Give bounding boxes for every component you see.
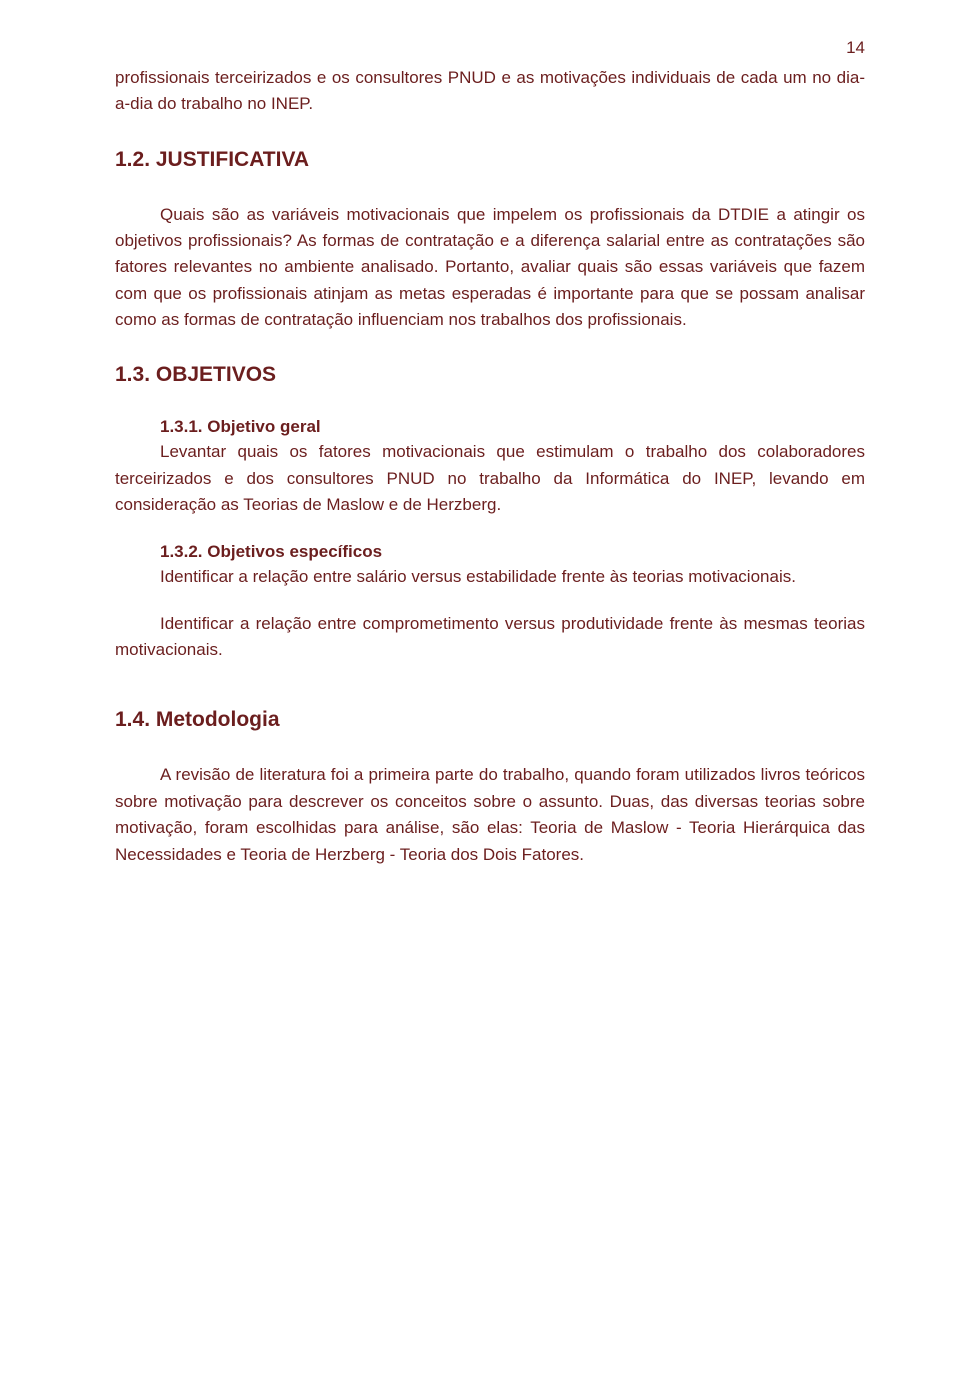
heading-objetivo-geral: 1.3.1. Objetivo geral	[160, 417, 865, 437]
paragraph-objetivo-geral: Levantar quais os fatores motivacionais …	[115, 439, 865, 518]
paragraph-intro: profissionais terceirizados e os consult…	[115, 65, 865, 118]
section-objetivos-especificos: 1.3.2. Objetivos específicos Identificar…	[115, 542, 865, 590]
heading-objetivos: 1.3. OBJETIVOS	[115, 363, 865, 387]
page-number: 14	[846, 38, 865, 58]
paragraph-obj-espec-1: Identificar a relação entre salário vers…	[115, 564, 865, 590]
heading-metodologia: 1.4. Metodologia	[115, 708, 865, 732]
heading-justificativa: 1.2. JUSTIFICATIVA	[115, 148, 865, 172]
paragraph-justificativa: Quais são as variáveis motivacionais que…	[115, 202, 865, 334]
paragraph-metodologia: A revisão de literatura foi a primeira p…	[115, 762, 865, 867]
paragraph-obj-espec-2: Identificar a relação entre comprometime…	[115, 611, 865, 664]
heading-objetivos-especificos: 1.3.2. Objetivos específicos	[160, 542, 865, 562]
section-objetivo-geral: 1.3.1. Objetivo geral Levantar quais os …	[115, 417, 865, 518]
